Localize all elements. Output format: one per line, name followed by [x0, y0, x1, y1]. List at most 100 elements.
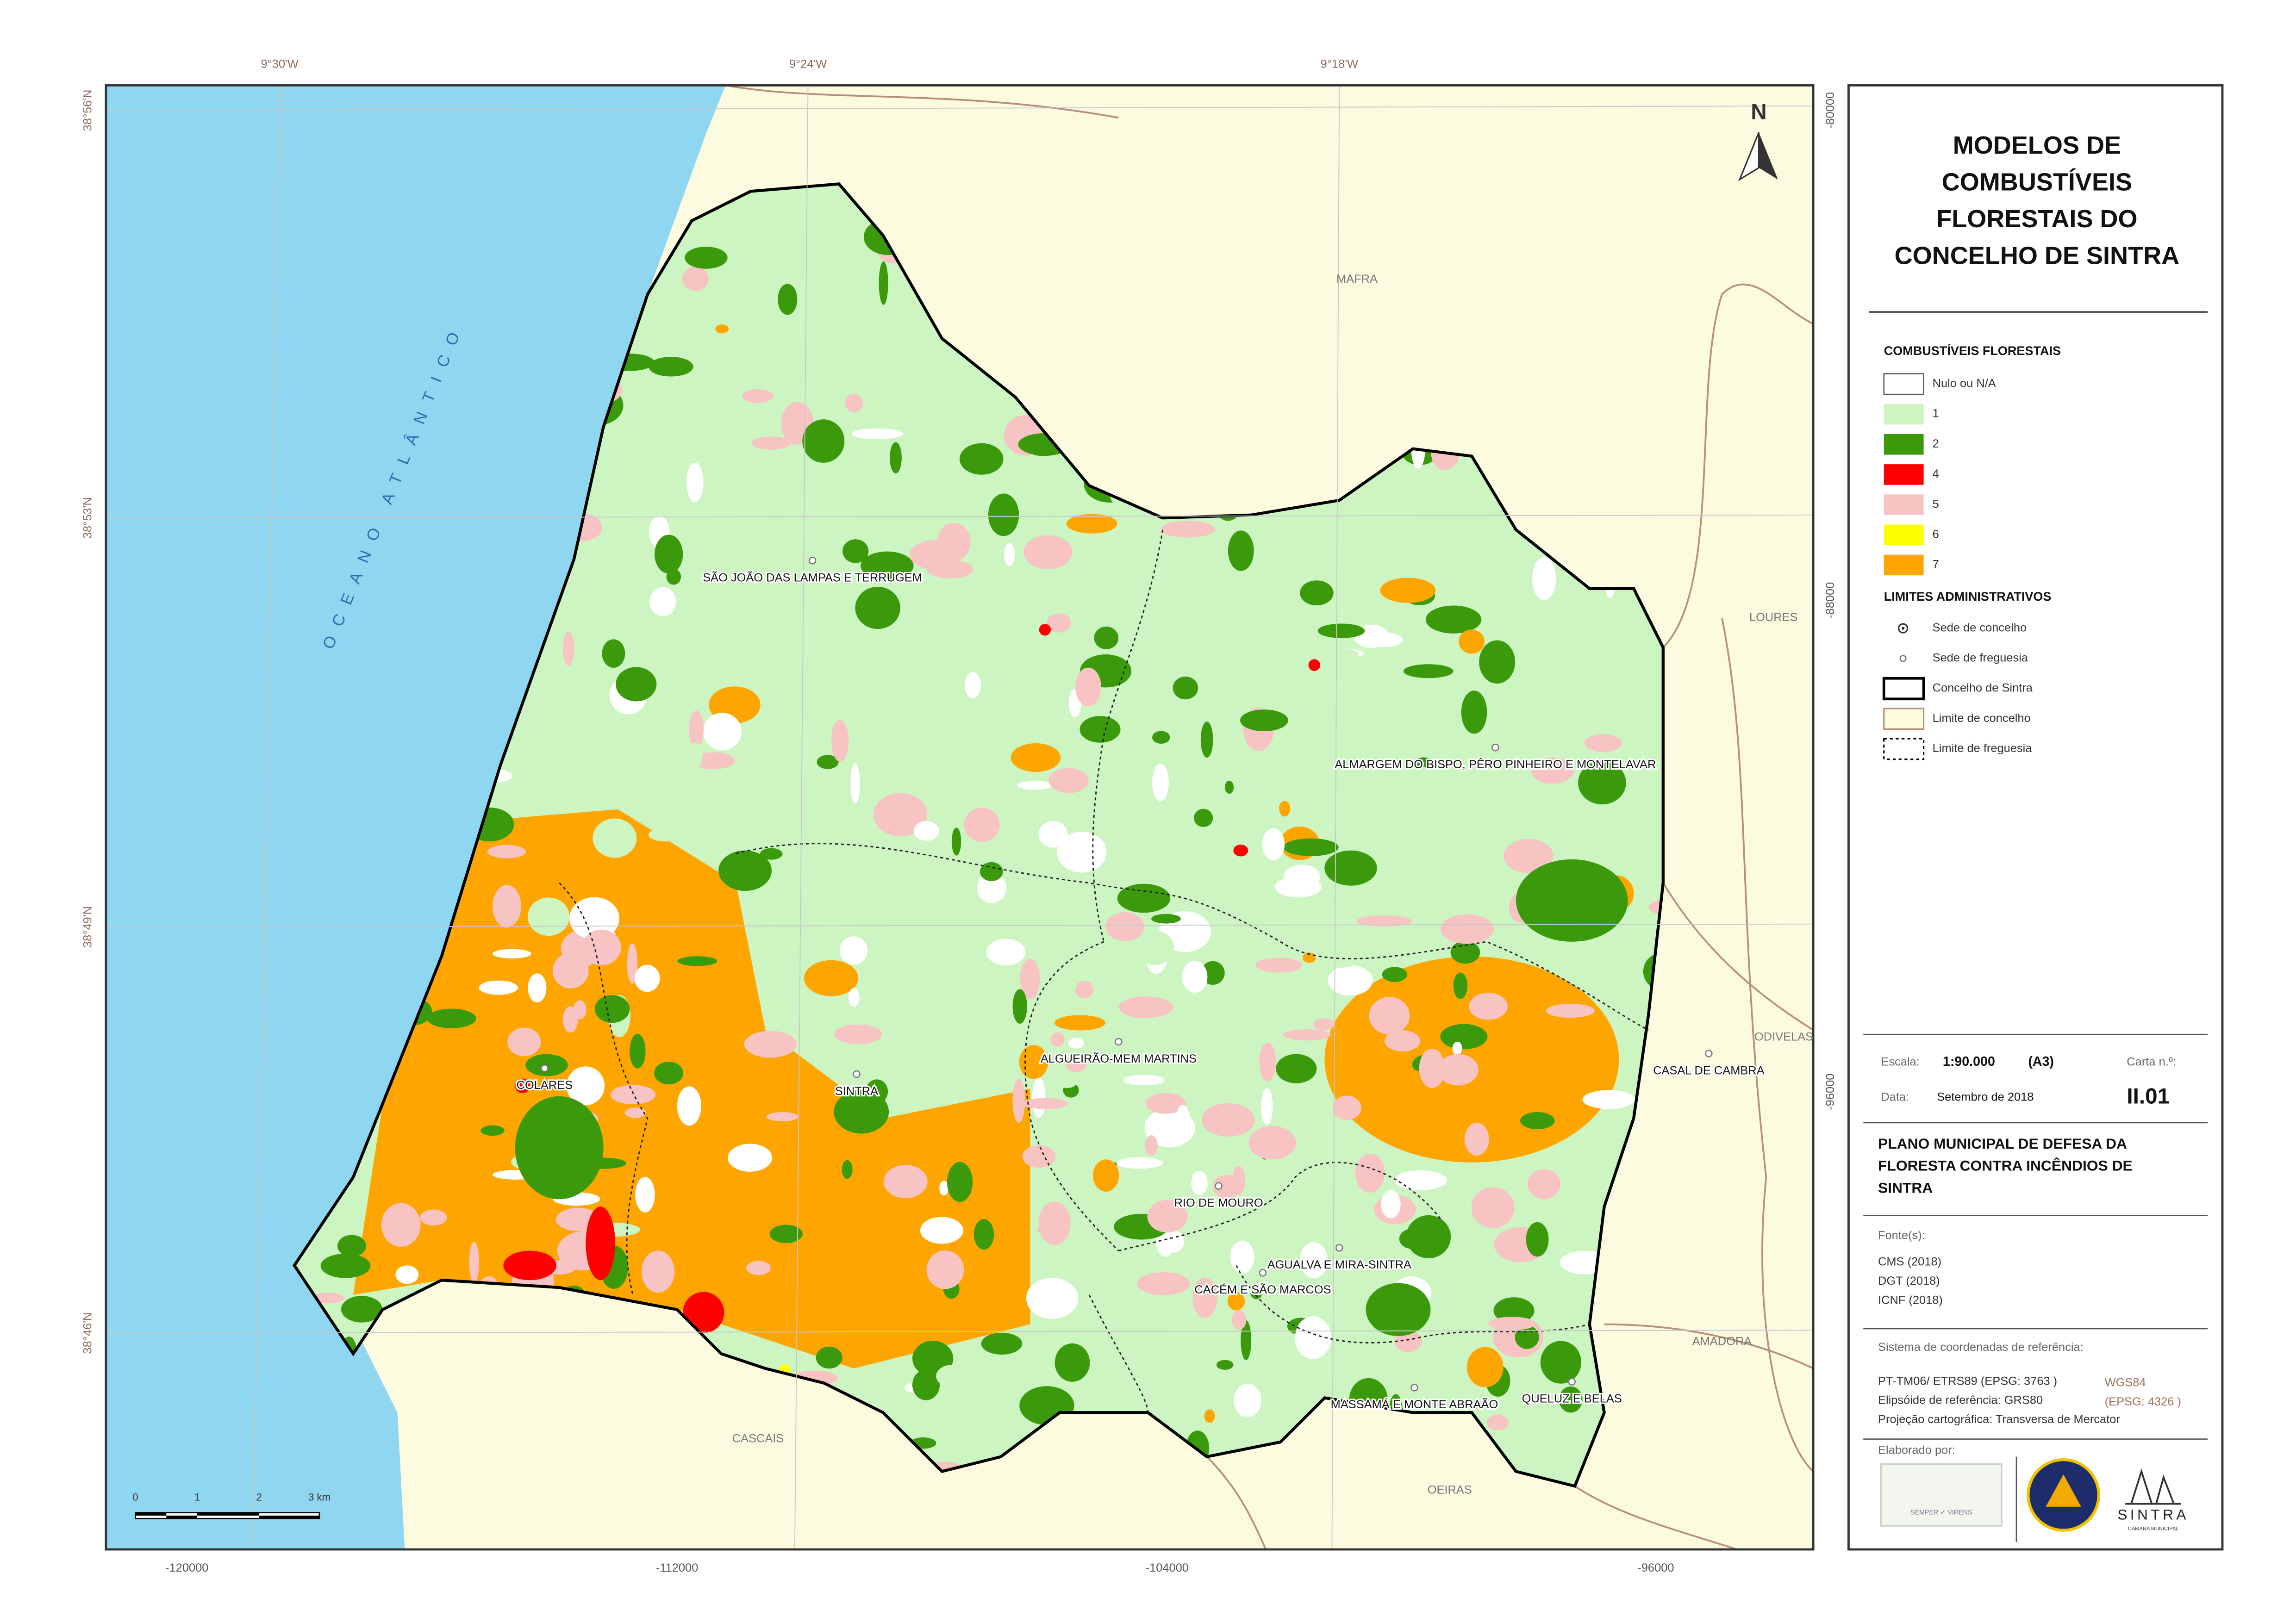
parish-label: AGUALVA E MIRA-SINTRA — [1267, 1258, 1411, 1271]
legend-swatch — [1884, 464, 1924, 485]
fuel-patch — [769, 1225, 803, 1244]
fuel-patch — [1026, 1277, 1079, 1319]
graticule-label: 38°56'N — [81, 90, 94, 131]
fuel-patch — [1152, 763, 1169, 802]
parish-label: QUELUZ E BELAS — [1522, 1392, 1622, 1405]
fuel-patch — [1453, 972, 1468, 999]
fuel-patch — [1004, 543, 1015, 566]
limit-line — [1206, 1456, 1267, 1550]
fuel-patch — [1332, 1095, 1361, 1120]
fuel-patch — [1232, 1310, 1247, 1330]
legend-symbol — [1883, 738, 1925, 760]
fuel-patch-4 — [515, 1078, 530, 1094]
fuel-patch — [886, 937, 895, 960]
fuel-patch — [573, 1000, 586, 1020]
fuel-patch — [1075, 667, 1101, 707]
fuel-patch — [634, 964, 660, 992]
municipality-sub: CÂMARA MUNICIPAL — [2128, 1525, 2179, 1531]
fuel-patch — [427, 1008, 476, 1028]
plan-title: PLANO MUNICIPAL DE DEFESA DA — [1878, 1135, 2127, 1152]
fuel-patch — [760, 1286, 770, 1297]
fuel-patch — [965, 672, 981, 699]
fuel-patch — [677, 956, 718, 966]
ellipsoid: Elipsóide de referência: GRS80 — [1878, 1394, 2043, 1407]
fuel-patch — [1019, 1045, 1048, 1079]
scale-label: 1 — [194, 1492, 200, 1503]
graticule-line — [106, 514, 1814, 519]
fuel-patch — [861, 551, 914, 580]
fuel-patch — [1399, 1228, 1426, 1249]
fuel-patch — [1116, 1157, 1163, 1169]
fuel-patch — [951, 827, 961, 856]
fuel-patch — [844, 393, 863, 412]
parish-limits — [559, 529, 1649, 1413]
fuel-patch — [1020, 958, 1040, 1000]
fuel-patch — [926, 1250, 964, 1289]
fuel-patch — [977, 872, 1006, 903]
fuel-patch — [834, 1090, 889, 1134]
fuel-patch — [1038, 821, 1068, 848]
logo-box — [1880, 1463, 2003, 1527]
legend-swatch — [1884, 554, 1924, 576]
fuel-patch — [1419, 1049, 1445, 1088]
fuel-patch — [1117, 883, 1171, 913]
fuel-patch — [1317, 922, 1333, 933]
parish-label: MASSAMÁ E MONTE ABRAÃO — [1331, 1398, 1498, 1411]
fuel-patch — [1440, 1024, 1488, 1050]
fuel-patch-4 — [1308, 659, 1320, 671]
fuel-patch — [1578, 761, 1626, 805]
fuel-patch — [616, 667, 657, 702]
fuel-patch — [1276, 1054, 1317, 1083]
fuel-patch — [1046, 613, 1072, 633]
legend-symbol — [1883, 708, 1925, 730]
fuel-patch — [842, 539, 869, 563]
fuel-patch — [649, 587, 676, 616]
graticule-label: 38°53'N — [81, 497, 94, 539]
legend-swatch — [1883, 373, 1924, 395]
fuel-patch — [312, 1293, 344, 1304]
fuel-patch — [685, 247, 728, 269]
fuel-patch — [680, 1148, 724, 1190]
fuel-patch — [1230, 1240, 1254, 1274]
fuel-patch — [1299, 1242, 1328, 1278]
fuel-patch — [1479, 640, 1516, 684]
fuel-patch — [1056, 1072, 1078, 1088]
info-label: Data: — [1881, 1091, 1909, 1104]
alt-epsg: (EPSG: 4326 ) — [2105, 1395, 2181, 1408]
parish-line — [1235, 1265, 1590, 1343]
fuel-patch — [593, 818, 637, 858]
scale-bar-segment — [135, 1512, 167, 1516]
graticule-line — [252, 85, 281, 1550]
fuel-patch — [1023, 535, 1073, 569]
fuel-patch — [1068, 1038, 1085, 1049]
fuel-patch — [627, 943, 638, 984]
fuel-patch — [1152, 731, 1170, 744]
fuel-patch — [630, 1033, 646, 1069]
fuel-patch — [959, 443, 1004, 475]
fuel-patch — [341, 1296, 383, 1323]
fuel-patch — [1423, 1381, 1461, 1414]
fuel-patch — [1380, 578, 1436, 603]
alt-crs: WGS84 — [2105, 1376, 2146, 1389]
fuel-patch — [566, 1066, 605, 1106]
fuel-patch — [1145, 1093, 1186, 1114]
parish-line — [1024, 941, 1119, 1251]
fuel-patch — [955, 1300, 996, 1313]
parish-seat — [1335, 1244, 1343, 1252]
fuel-patch — [1328, 965, 1373, 996]
fuel-patch — [654, 1062, 684, 1085]
fuel-patch — [469, 1242, 479, 1283]
parish-seat — [1568, 1378, 1576, 1386]
plan-title: SINTRA — [1878, 1179, 1933, 1196]
municipal-limits — [725, 85, 1814, 1550]
parish-label: SINTRA — [835, 1085, 878, 1098]
fuel-patch — [687, 742, 703, 769]
fuel-patch — [802, 419, 845, 463]
fuel-patch — [947, 1162, 973, 1202]
fuel-patch — [744, 1031, 797, 1058]
fuel-patch — [743, 1115, 773, 1131]
fuel-patch — [1094, 626, 1119, 649]
fuel-patch — [1017, 781, 1053, 790]
fuel-patch — [1175, 1105, 1190, 1136]
legend-swatch — [1884, 404, 1924, 425]
